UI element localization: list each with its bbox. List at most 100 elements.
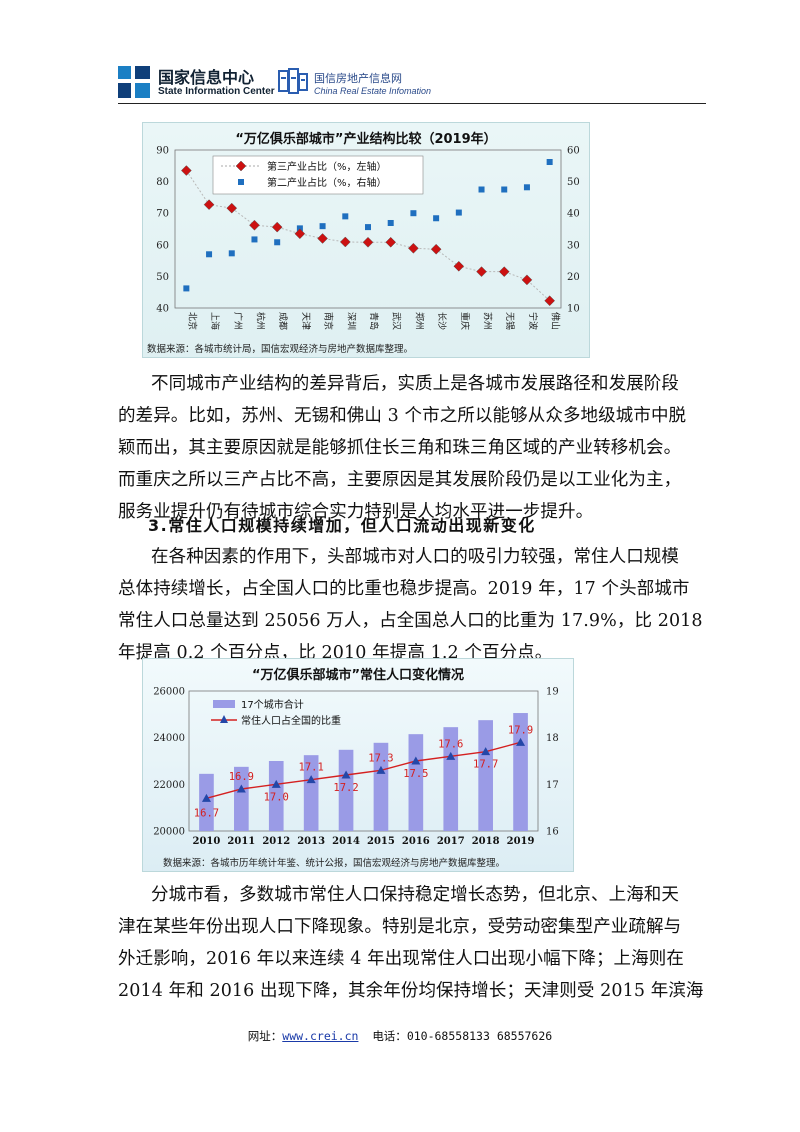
- chart2-category-label: 2016: [402, 836, 430, 847]
- text-line: 服务业提升仍有待城市综合实力特别是人均水平进一步提升。: [118, 502, 594, 522]
- chart2-bar: [338, 749, 354, 831]
- section-heading: 3.常住人口规模持续增加，但人口流动出现新变化: [148, 516, 536, 535]
- chart2-left-tick: 20000: [153, 827, 185, 838]
- chart1-left-tick: 70: [156, 209, 169, 220]
- paragraph-city-analysis: 分城市看，多数城市常住人口保持稳定增长态势，但北京、上海和天 津在某些年份出现人…: [118, 879, 706, 1007]
- chart1-diamond-point: [249, 219, 260, 231]
- chart2-triangle-point: [306, 775, 316, 784]
- chart1-left-tick: 50: [156, 272, 169, 283]
- chart2-category-label: 2010: [193, 836, 221, 847]
- chart1-category-label: 苏州: [482, 312, 494, 330]
- chart1-source: 数据来源：各城市统计局，国信宏观经济与房地产数据库整理。: [147, 344, 414, 355]
- chart2-category-label: 2013: [297, 836, 325, 847]
- chart2-bar: [408, 734, 424, 831]
- crei-logo: [278, 68, 308, 94]
- text-line: 颖而出，其主要原因就是能够抓住长三角和珠三角区域的产业转移机会。: [118, 438, 682, 458]
- state-information-center-logo: [118, 66, 150, 98]
- chart1-left-tick: 60: [156, 240, 169, 251]
- legend-diamond-icon: [235, 160, 247, 172]
- chart2-left-tick: 22000: [153, 780, 185, 791]
- chart1-square-point: [478, 186, 485, 193]
- footer-phone-label: 电话：: [372, 1029, 407, 1043]
- chart2-data-label: 17.6: [438, 738, 463, 750]
- chart1-square-point: [387, 219, 394, 226]
- chart1-diamond-point: [294, 228, 306, 240]
- chart2-right-tick: 16: [546, 827, 559, 838]
- header-divider: [118, 103, 706, 104]
- chart1-square-point: [455, 209, 462, 216]
- chart1-square-point: [319, 223, 326, 230]
- chart1-right-tick: 60: [567, 146, 580, 157]
- chart1-right-tick: 30: [567, 240, 580, 251]
- chart1-diamond-point: [180, 165, 192, 176]
- chart2-bar: [303, 755, 319, 831]
- chart1-diamond-point: [453, 260, 465, 272]
- chart2-bar: [478, 720, 493, 831]
- chart1-diamond-point: [271, 221, 283, 233]
- chart1-right-tick: 50: [567, 177, 580, 188]
- sic-name-en: State Information Center: [158, 86, 275, 97]
- chart2-category-label: 2017: [437, 836, 465, 847]
- chart1-category-label: 重庆: [459, 312, 471, 330]
- chart2-category-label: 2019: [507, 836, 535, 847]
- text-line: 津在某些年份出现人口下降现象。特别是北京，受劳动密集型产业疏解与: [118, 917, 682, 937]
- chart1-left-tick: 90: [156, 146, 169, 157]
- chart1-category-label: 北京: [186, 312, 198, 330]
- chart2-category-label: 2012: [262, 836, 290, 847]
- chart1-square-point: [206, 251, 213, 258]
- chart1-category-label: 郑州: [413, 312, 425, 330]
- chart1-legend: 第三产业占比（%，左轴） 第二产业占比（%，右轴）: [212, 155, 424, 195]
- chart1-diamond-point: [521, 274, 533, 286]
- chart2-legend-series2: 常住人口占全国的比重: [241, 714, 341, 727]
- footer-url-link[interactable]: www.crei.cn: [282, 1029, 359, 1043]
- legend-triangle-icon: [220, 715, 228, 723]
- chart2-category-label: 2011: [227, 836, 255, 847]
- crei-name-cn: 国信房地产信息网: [314, 72, 402, 85]
- chart2-source: 数据来源：各城市历年统计年鉴、统计公报，国信宏观经济与房地产数据库整理。: [163, 858, 506, 869]
- footer-url-label: 网址：: [247, 1029, 283, 1043]
- chart1-title: “万亿俱乐部城市”产业结构比较（2019年）: [235, 131, 496, 147]
- chart1-diamond-point: [317, 233, 328, 244]
- crei-name-en: China Real Estate Infomation: [314, 86, 432, 96]
- chart1-diamond-point: [408, 242, 419, 254]
- sic-name-cn: 国家信息中心: [158, 68, 255, 87]
- chart2-triangle-point: [411, 756, 421, 765]
- chart2-data-label: 17.7: [473, 759, 498, 771]
- chart2-right-tick: 17: [546, 780, 559, 791]
- footer-phone: 010-68558133 68557626: [406, 1029, 553, 1043]
- chart1-right-tick: 40: [567, 209, 580, 220]
- chart1-square-point: [342, 213, 349, 220]
- chart2-triangle-point: [446, 751, 456, 760]
- chart1-category-label: 杭州: [254, 312, 266, 330]
- population-chart: “万亿俱乐部城市”常住人口变化情况 17个城市合计 常住人口占全国的比重 200…: [142, 658, 574, 872]
- chart2-triangle-point: [201, 793, 211, 802]
- chart1-category-label: 宁波: [527, 312, 539, 330]
- chart1-diamond-point: [476, 266, 487, 278]
- chart1-legend-series2: 第二产业占比（%，右轴）: [267, 176, 387, 189]
- chart1-square-point: [228, 250, 235, 257]
- chart2-data-label: 17.3: [368, 752, 393, 764]
- industry-structure-chart: “万亿俱乐部城市”产业结构比较（2019年） 第三产业占比（%，左轴） 第二产业…: [142, 122, 590, 358]
- chart1-diamond-point: [203, 199, 215, 211]
- chart1-diamond-point: [362, 236, 374, 248]
- text-line: 在各种因素的作用下，头部城市对人口的吸引力较强，常住人口规模: [151, 547, 679, 567]
- chart1-category-label: 长沙: [436, 312, 448, 330]
- chart2-data-label: 17.0: [264, 791, 289, 803]
- industry-structure-chart-svg: “万亿俱乐部城市”产业结构比较（2019年） 第三产业占比（%，左轴） 第二产业…: [156, 131, 580, 330]
- chart1-category-label: 上海: [209, 312, 221, 330]
- chart1-square-point: [365, 224, 371, 231]
- chart2-triangle-point: [376, 765, 386, 774]
- text-line: 不同城市产业结构的差异背后，实质上是各城市发展路径和发展阶段: [151, 374, 679, 394]
- page-footer: 网址：www.crei.cn 电话：010-68558133 68557626: [0, 1028, 800, 1044]
- chart2-triangle-point: [481, 747, 491, 756]
- population-chart-svg: “万亿俱乐部城市”常住人口变化情况 17个城市合计 常住人口占全国的比重 200…: [153, 667, 559, 847]
- chart2-data-label: 17.9: [508, 724, 533, 736]
- chart2-triangle-point: [236, 784, 246, 793]
- chart2-category-label: 2018: [472, 836, 500, 847]
- chart2-right-tick: 18: [546, 733, 559, 744]
- text-line: 外迁影响，2016 年以来连续 4 年出现常住人口出现小幅下降；上海则在: [118, 949, 684, 969]
- chart1-category-label: 南京: [323, 312, 335, 330]
- chart1-category-label: 成都: [277, 312, 289, 330]
- chart1-legend-series1: 第三产业占比（%，左轴）: [267, 160, 387, 173]
- chart1-diamond-point: [339, 236, 351, 248]
